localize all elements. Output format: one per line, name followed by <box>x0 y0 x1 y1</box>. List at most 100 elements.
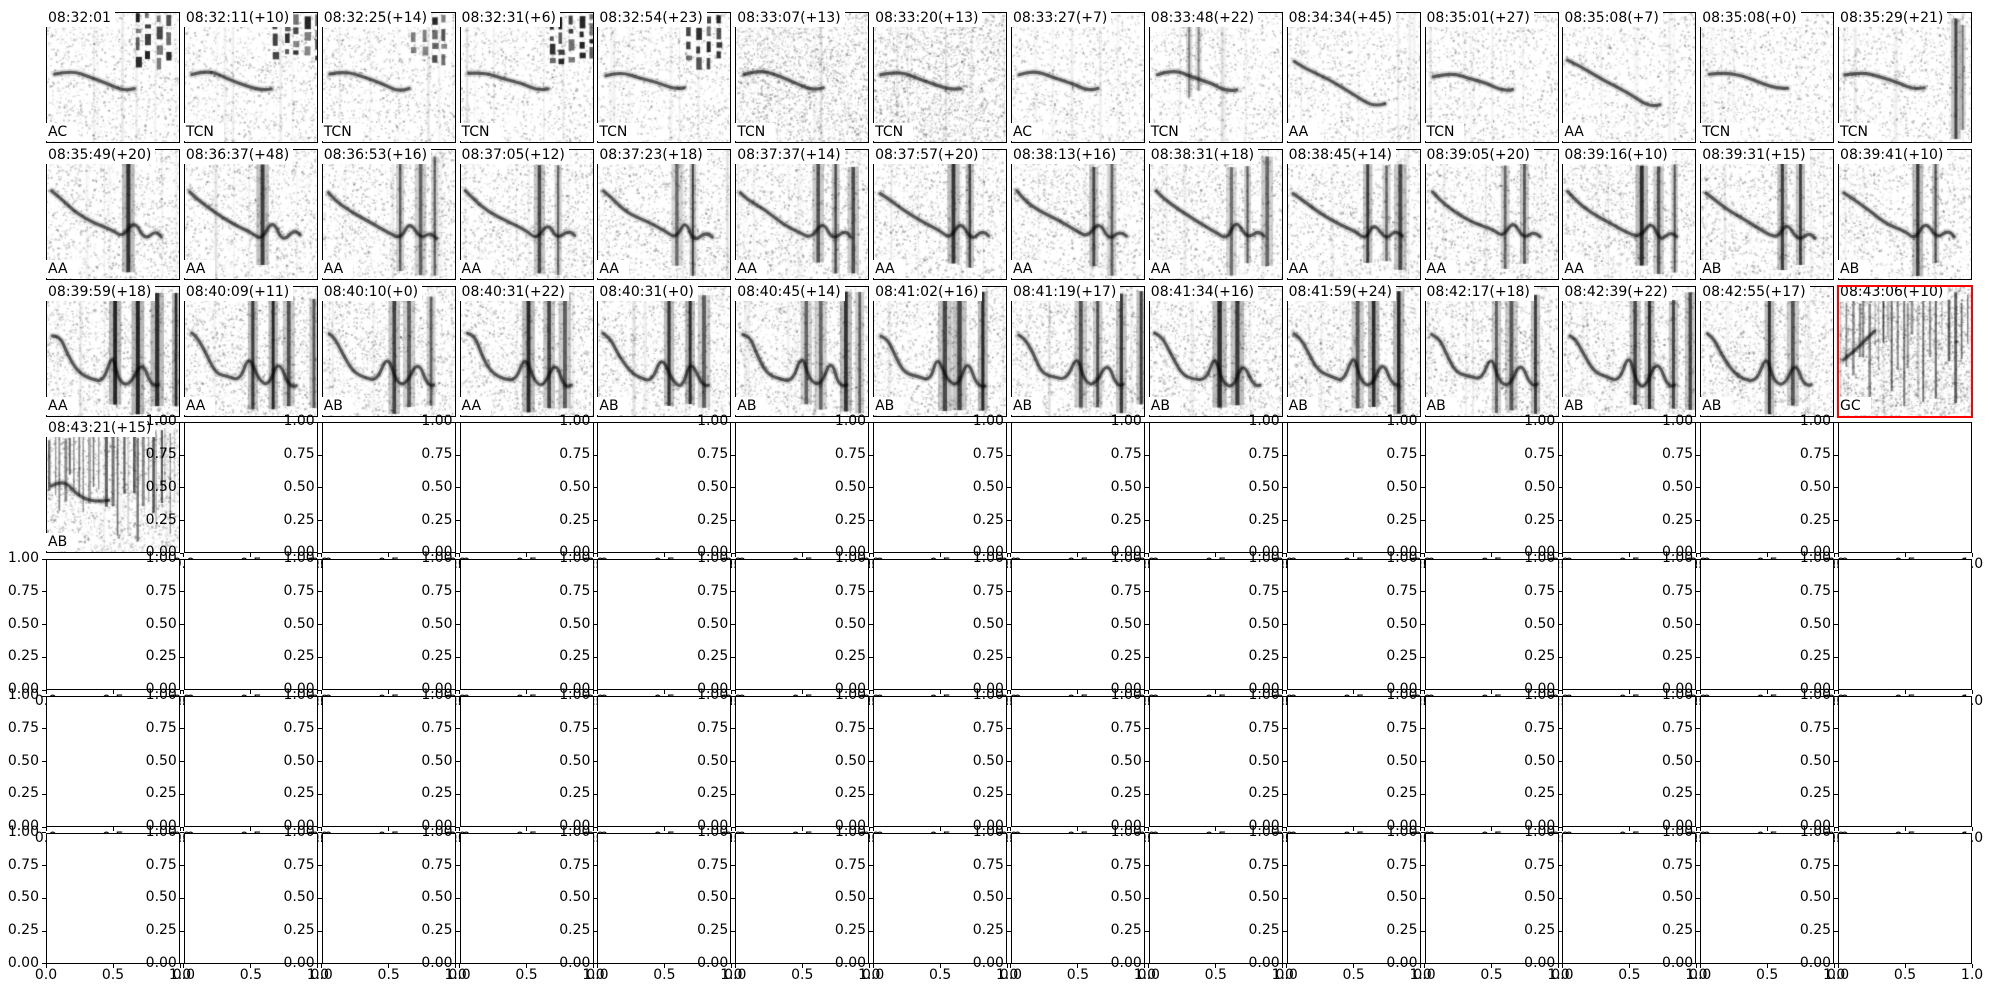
y-tick-label: 0.50 <box>1799 615 1832 632</box>
spectrogram-image <box>597 148 732 280</box>
y-tick-label: 1.00 <box>7 550 39 567</box>
y-tick-label: 0.75 <box>972 446 1004 463</box>
y-tick-label: 0.25 <box>697 648 729 665</box>
spectrogram-image <box>1286 148 1421 280</box>
y-tick-mark <box>179 689 184 691</box>
empty-plot-box <box>1700 422 1835 554</box>
y-tick-label: 0.50 <box>1386 478 1418 495</box>
y-tick-mark <box>731 865 736 867</box>
y-tick-mark <box>1144 728 1149 730</box>
empty-plot-box <box>1010 832 1145 964</box>
x-tick-mark <box>1010 827 1012 831</box>
y-tick-mark <box>1558 552 1563 554</box>
y-tick-mark <box>42 963 46 965</box>
y-tick-label: 0.75 <box>1248 446 1280 463</box>
y-tick-label: 0.50 <box>697 752 729 769</box>
panel-call-label: AA <box>45 396 78 415</box>
y-tick-mark <box>455 793 460 795</box>
y-tick-mark <box>455 963 460 965</box>
y-tick-mark <box>593 454 598 456</box>
y-tick-mark <box>317 832 322 834</box>
y-tick-mark <box>593 558 598 560</box>
y-tick-mark <box>1144 930 1149 932</box>
y-tick-mark <box>317 487 322 489</box>
panel-call-label: AC <box>1009 123 1043 142</box>
y-tick-mark <box>1834 454 1839 456</box>
y-tick-mark <box>1696 832 1701 834</box>
x-tick-label: 1.0 <box>1547 966 1570 983</box>
y-tick-label: 0.00 <box>1524 681 1556 698</box>
y-tick-label: 1.00 <box>145 687 177 703</box>
y-tick-label: 0.75 <box>972 582 1004 599</box>
y-tick-mark <box>1420 930 1425 932</box>
y-tick-label: 0.75 <box>421 582 453 599</box>
y-tick-mark <box>1558 930 1563 932</box>
y-tick-mark <box>455 454 460 456</box>
y-tick-label: 1.00 <box>1799 823 1832 840</box>
y-tick-mark <box>317 624 322 626</box>
x-tick-mark <box>1006 963 1008 968</box>
y-tick-mark <box>1282 552 1287 554</box>
empty-plot-box <box>321 832 456 964</box>
empty-plot-box <box>1286 696 1421 827</box>
y-tick-mark <box>1144 552 1149 554</box>
y-tick-mark <box>1696 520 1701 522</box>
empty-plot-box <box>873 422 1008 554</box>
y-tick-label: 0.75 <box>834 719 867 736</box>
y-tick-mark <box>1282 826 1287 828</box>
panel-timestamp: 08:42:39(+22) <box>1561 282 1672 301</box>
y-tick-label: 1.00 <box>7 687 39 703</box>
x-tick-mark <box>1837 553 1839 558</box>
y-tick-mark <box>179 558 184 560</box>
spectrogram-panel: 08:32:31(+6) TCN <box>458 9 594 143</box>
x-tick-mark <box>596 553 598 558</box>
y-tick-mark <box>593 695 598 697</box>
panel-call-label: TCN <box>1837 123 1879 142</box>
empty-plot-box <box>735 696 870 827</box>
y-tick-mark <box>1420 963 1425 965</box>
y-tick-label: 0.25 <box>834 785 867 802</box>
y-tick-label: 0.25 <box>972 511 1004 528</box>
panel-call-label: AA <box>1285 259 1319 278</box>
x-tick-label: 0.5 <box>791 966 814 983</box>
y-tick-label: 1.00 <box>1799 550 1832 567</box>
x-tick-mark <box>734 963 736 968</box>
x-tick-mark <box>593 963 595 968</box>
x-tick-mark <box>455 963 457 968</box>
x-tick-mark <box>596 827 598 831</box>
y-tick-mark <box>1144 865 1149 867</box>
x-tick-label: 0.5 <box>653 966 676 983</box>
y-tick-label: 0.25 <box>559 511 591 528</box>
panel-call-label: AA <box>1147 259 1181 278</box>
y-tick-mark <box>869 963 874 965</box>
y-tick-label: 0.00 <box>1524 544 1556 561</box>
x-tick-mark <box>459 690 461 695</box>
y-tick-label: 0.75 <box>1662 582 1694 599</box>
panel-timestamp: 08:40:31(+22) <box>458 282 569 301</box>
spectrogram-panel: 08:35:49(+20) AA <box>45 145 180 280</box>
y-tick-label: 0.75 <box>1110 856 1142 873</box>
y-tick-label: 1.00 <box>972 823 1004 840</box>
x-tick-mark <box>801 553 803 558</box>
x-tick-mark <box>939 827 941 831</box>
x-tick-mark <box>1628 963 1630 968</box>
x-tick-mark <box>1491 963 1492 968</box>
y-tick-label: 0.25 <box>145 922 177 939</box>
panel-call-label: TCN <box>872 123 914 142</box>
x-tick-mark <box>455 553 457 558</box>
spectrogram-panel: 08:32:54(+23) TCN <box>596 9 732 143</box>
spectrogram-image <box>1424 148 1559 280</box>
x-tick-mark <box>868 963 870 968</box>
y-tick-mark <box>179 865 184 867</box>
y-tick-mark <box>317 865 322 867</box>
panel-timestamp: 08:38:31(+18) <box>1147 145 1259 164</box>
y-tick-mark <box>1282 832 1287 834</box>
y-tick-label: 1.00 <box>1110 550 1142 567</box>
y-tick-mark <box>1282 865 1287 867</box>
spectrogram-image <box>459 12 594 143</box>
empty-plot: 1.000.750.500.250.000.00.51.0 <box>284 413 467 572</box>
x-tick-mark <box>593 827 595 831</box>
y-tick-mark <box>455 689 460 691</box>
